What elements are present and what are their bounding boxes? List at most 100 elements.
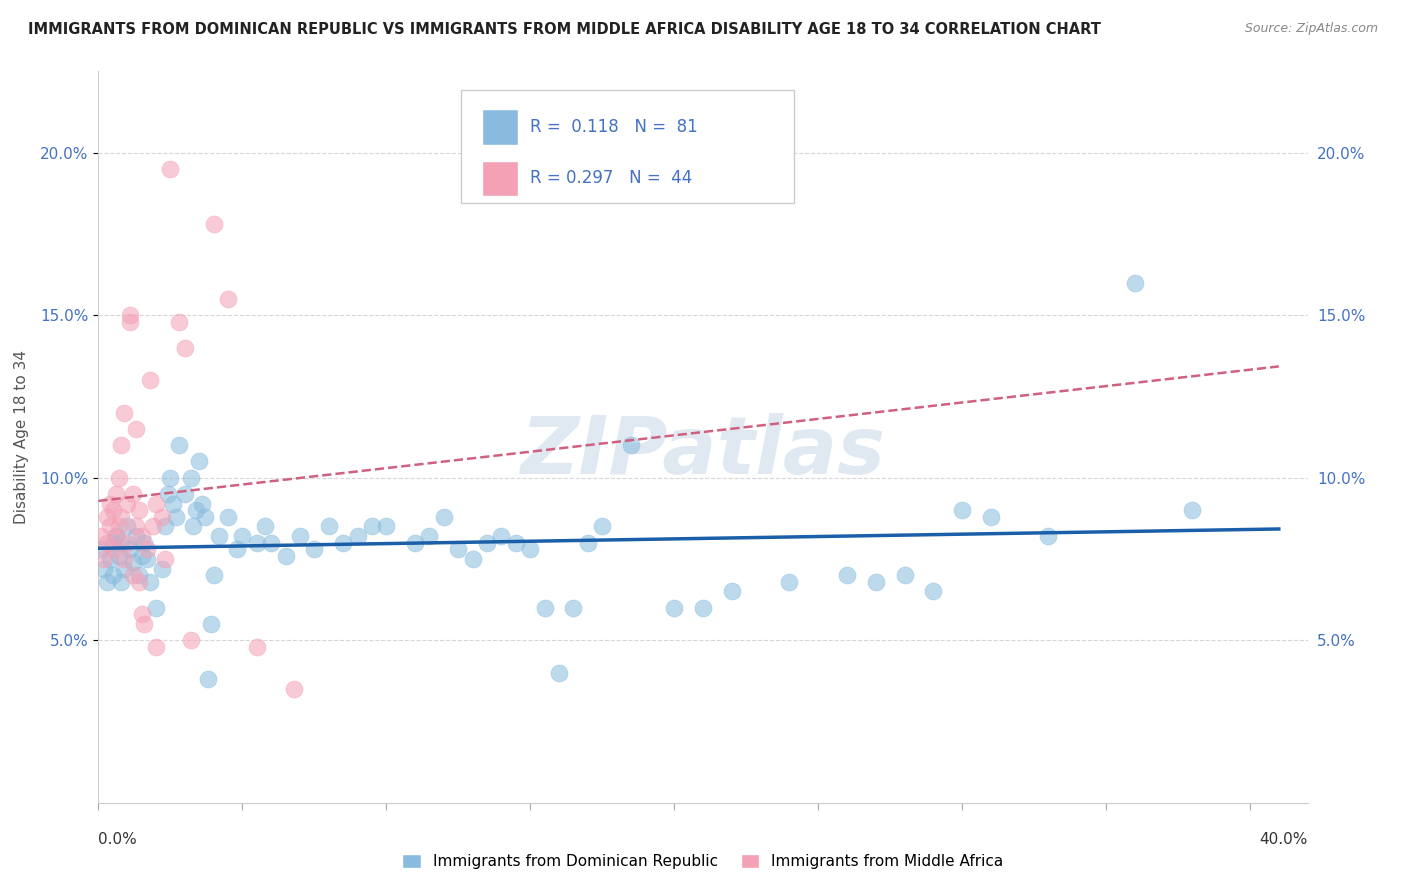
Point (664, 600, 686, 615)
Point (180, 633, 202, 648)
Point (131, 549, 153, 563)
Point (254, 519, 277, 533)
Point (778, 574, 800, 589)
Point (112, 562, 135, 576)
Point (156, 487, 179, 501)
Point (375, 519, 398, 533)
Point (104, 529, 127, 543)
FancyBboxPatch shape (482, 110, 517, 145)
Point (304, 542, 326, 557)
Point (101, 503, 124, 517)
Text: ZIPatlas: ZIPatlas (520, 413, 886, 491)
Point (125, 519, 148, 533)
Point (145, 640, 167, 654)
Point (98, 497, 121, 511)
Text: R =  0.118   N =  81: R = 0.118 N = 81 (530, 118, 697, 136)
Point (122, 555, 145, 569)
Point (153, 552, 176, 566)
Point (150, 509, 173, 524)
Point (122, 487, 145, 501)
Point (136, 552, 159, 566)
Point (519, 542, 541, 557)
Point (101, 535, 124, 549)
Point (98, 552, 121, 566)
Point (202, 568, 225, 582)
Point (115, 535, 138, 549)
Point (225, 542, 247, 557)
Text: R = 0.297   N =  44: R = 0.297 N = 44 (530, 169, 692, 187)
Point (110, 438, 132, 452)
Y-axis label: Disability Age 18 to 34: Disability Age 18 to 34 (14, 350, 30, 524)
Point (131, 607, 153, 622)
Text: Source: ZipAtlas.com: Source: ZipAtlas.com (1244, 22, 1378, 36)
Point (101, 542, 124, 557)
Point (893, 568, 915, 582)
Point (136, 542, 159, 557)
Point (318, 519, 340, 533)
Point (576, 535, 599, 549)
Point (505, 535, 527, 549)
Point (107, 471, 129, 485)
Point (101, 568, 124, 582)
Point (191, 497, 214, 511)
Point (159, 471, 181, 485)
Point (162, 497, 184, 511)
Point (461, 552, 484, 566)
Point (1181, 503, 1204, 517)
Point (145, 497, 167, 511)
Point (202, 217, 225, 231)
Point (183, 519, 205, 533)
Point (125, 529, 148, 543)
Point (217, 509, 239, 524)
Point (217, 292, 239, 306)
Point (980, 509, 1002, 524)
Point (548, 665, 571, 680)
Point (246, 535, 269, 549)
FancyBboxPatch shape (482, 161, 517, 195)
Point (90, 529, 112, 543)
Point (104, 529, 127, 543)
Point (107, 549, 129, 563)
Point (150, 562, 173, 576)
Point (128, 568, 150, 582)
Point (112, 552, 135, 566)
Text: IMMIGRANTS FROM DOMINICAN REPUBLIC VS IMMIGRANTS FROM MIDDLE AFRICA DISABILITY A: IMMIGRANTS FROM DOMINICAN REPUBLIC VS IM… (28, 22, 1101, 37)
Point (186, 503, 208, 517)
Point (139, 373, 162, 387)
Point (120, 315, 142, 329)
Point (125, 422, 148, 436)
Point (346, 529, 368, 543)
FancyBboxPatch shape (461, 90, 793, 203)
Point (208, 529, 231, 543)
Point (692, 600, 714, 615)
Point (120, 542, 142, 557)
Point (96, 509, 118, 524)
Point (173, 487, 195, 501)
Point (134, 535, 156, 549)
Point (139, 574, 162, 589)
Point (475, 535, 498, 549)
Point (194, 509, 217, 524)
Point (447, 542, 470, 557)
Point (922, 584, 945, 599)
Point (404, 535, 426, 549)
Point (361, 519, 384, 533)
Point (93, 552, 115, 566)
Point (112, 406, 135, 420)
Point (167, 315, 190, 329)
Point (835, 568, 858, 582)
Point (274, 549, 297, 563)
Point (128, 503, 150, 517)
Point (145, 600, 167, 615)
Point (96, 574, 118, 589)
Point (107, 519, 129, 533)
Point (591, 519, 613, 533)
Point (110, 535, 132, 549)
Text: 40.0%: 40.0% (1260, 832, 1308, 847)
Point (165, 509, 187, 524)
Legend: Immigrants from Dominican Republic, Immigrants from Middle Africa: Immigrants from Dominican Republic, Immi… (396, 848, 1010, 875)
Point (115, 497, 138, 511)
Text: 0.0%: 0.0% (98, 832, 138, 847)
Point (562, 600, 585, 615)
Point (418, 529, 440, 543)
